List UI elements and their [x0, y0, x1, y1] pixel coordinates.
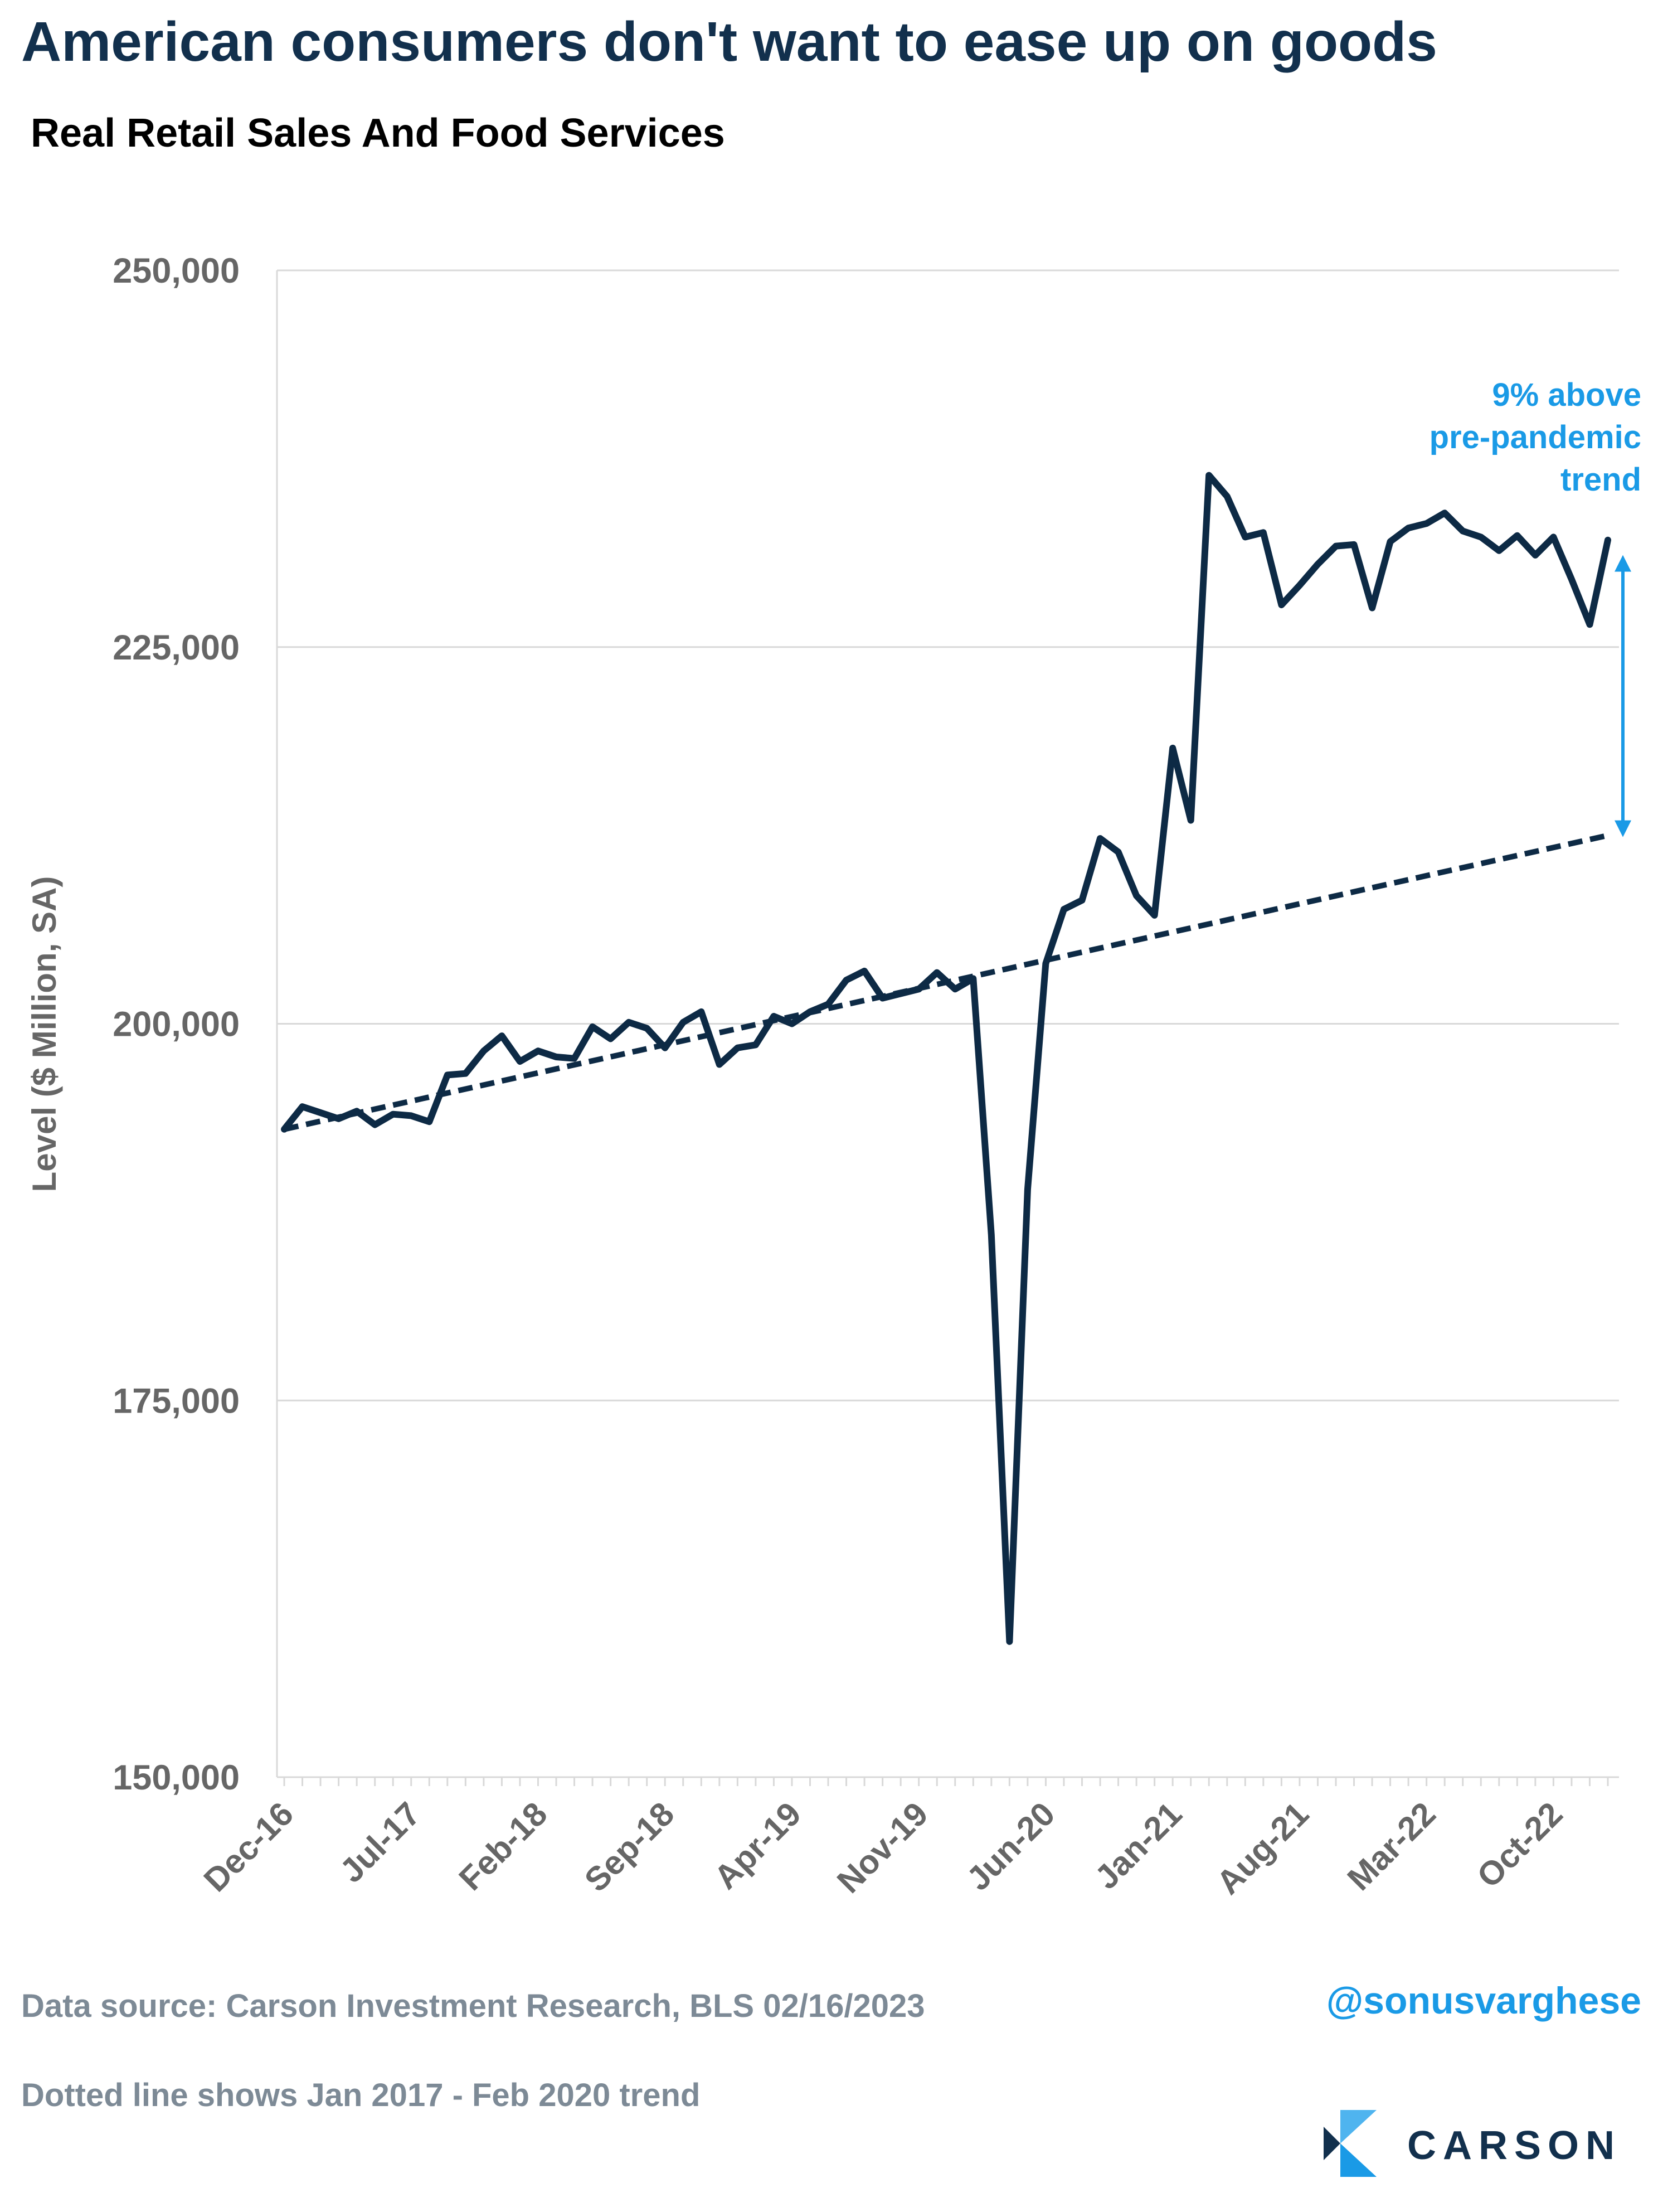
annotation-line: trend [1560, 462, 1641, 498]
x-tick-label: Sep-18 [577, 1795, 682, 1899]
data-source-note: Data source: Carson Investment Research,… [21, 1988, 925, 2024]
x-tick-label: Mar-22 [1340, 1795, 1443, 1898]
annotation-line: pre-pandemic [1430, 419, 1641, 455]
annotation-line: 9% above [1492, 377, 1641, 413]
y-tick-label: 200,000 [113, 1005, 240, 1044]
y-tick-label: 250,000 [113, 251, 240, 290]
annotation-layer: 9% above pre-pandemic trend [1430, 377, 1641, 837]
x-tick-label: Jan-21 [1088, 1795, 1189, 1896]
x-tick-label: Feb-18 [452, 1795, 555, 1898]
chart-subtitle: Real Retail Sales And Food Services [31, 111, 725, 156]
gridlines [277, 269, 1619, 1401]
x-axis [276, 270, 1619, 1786]
x-tick-label: Jun-20 [960, 1795, 1062, 1898]
y-tick-labels: 150,000 175,000 200,000 225,000 250,000 [113, 251, 240, 1797]
x-tick-label: Apr-19 [707, 1795, 808, 1896]
x-tick-labels: Dec-16 Jul-17 Feb-18 Sep-18 Apr-19 Nov-19 Jun-… [197, 1795, 1570, 1901]
brand-name: CARSON [1407, 2123, 1622, 2168]
brand-logo: CARSON [1324, 2102, 1636, 2185]
x-tick-label: Aug-21 [1209, 1795, 1316, 1901]
x-tick-label: Nov-19 [830, 1795, 935, 1900]
y-axis-label: Level ($ Million, SA) [26, 876, 63, 1192]
y-tick-label: 150,000 [113, 1758, 240, 1797]
retail-sales-line [281, 472, 1611, 1645]
author-handle: @sonusvarghese [1326, 1980, 1641, 2022]
series-layer [281, 472, 1611, 1645]
carson-logo-icon [1324, 2110, 1377, 2177]
y-tick-label: 225,000 [113, 628, 240, 667]
x-tick-label: Jul-17 [333, 1795, 427, 1890]
trend-note: Dotted line shows Jan 2017 - Feb 2020 tr… [21, 2077, 701, 2113]
chart-title: American consumers don't want to ease up… [21, 11, 1437, 73]
y-tick-label: 175,000 [113, 1381, 240, 1420]
x-tick-label: Oct-22 [1470, 1795, 1569, 1895]
x-tick-label: Dec-16 [197, 1795, 301, 1899]
annotation-text: 9% above pre-pandemic trend [1430, 377, 1641, 498]
